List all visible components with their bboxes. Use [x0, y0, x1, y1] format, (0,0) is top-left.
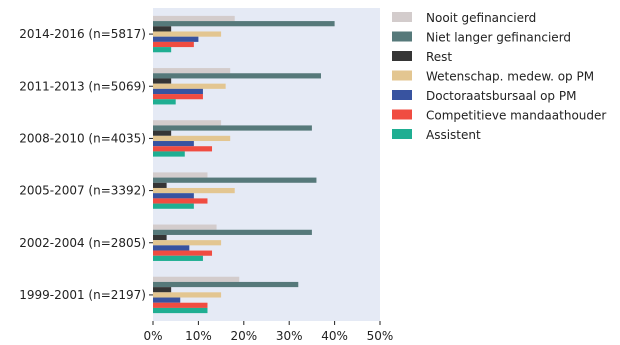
- plot-area-background: [153, 8, 380, 321]
- legend-swatch: [392, 90, 412, 100]
- legend-swatch: [392, 31, 412, 42]
- y-tick-label: 2002-2004 (n=2805): [19, 236, 146, 250]
- bar-1-6: [153, 99, 176, 105]
- bar-0-2: [153, 26, 172, 32]
- bar-0-4: [153, 36, 199, 42]
- legend-label: Niet langer gefinancierd: [426, 31, 571, 45]
- bar-3-6: [153, 203, 194, 209]
- bar-1-2: [153, 78, 172, 84]
- legend-label: Nooit gefinancierd: [426, 11, 536, 25]
- legend-label: Rest: [426, 50, 452, 64]
- bar-4-6: [153, 255, 203, 261]
- x-tick-label: 40%: [321, 329, 348, 343]
- y-tick-label: 2005-2007 (n=3392): [19, 184, 146, 198]
- legend-swatch: [392, 109, 412, 120]
- bar-5-6: [153, 307, 208, 314]
- y-tick-label: 2014-2016 (n=5817): [19, 27, 146, 41]
- bar-5-2: [153, 287, 172, 293]
- bar-1-4: [153, 88, 203, 95]
- bar-5-0: [153, 276, 240, 282]
- bar-3-3: [153, 187, 235, 194]
- x-tick-label: 30%: [276, 329, 303, 343]
- legend-label: Doctoraatsbursaal op PM: [426, 89, 576, 103]
- bar-2-0: [153, 120, 222, 126]
- legend-swatch: [392, 51, 412, 61]
- bar-5-4: [153, 297, 181, 303]
- bar-2-1: [153, 125, 312, 131]
- bar-4-3: [153, 240, 222, 246]
- x-axis: 0% 10% 20% 30% 40% 50%: [143, 321, 393, 343]
- bar-4-5: [153, 250, 213, 256]
- y-tick-label: 2011-2013 (n=5069): [19, 79, 146, 93]
- legend-swatch: [392, 12, 412, 22]
- bar-1-1: [153, 73, 321, 79]
- bar-4-2: [153, 234, 167, 241]
- bar-2-6: [153, 151, 185, 157]
- y-tick-label: 1999-2001 (n=2197): [19, 288, 146, 302]
- x-tick-label: 20%: [230, 329, 257, 343]
- bar-3-0: [153, 172, 208, 178]
- bars-group: [153, 15, 335, 314]
- legend: Nooit gefinancierd Niet langer gefinancie…: [392, 11, 606, 142]
- legend-label: Assistent: [426, 128, 481, 142]
- legend-label: Wetenschap. medew. op PM: [426, 70, 594, 84]
- bar-4-0: [153, 224, 217, 230]
- bar-2-5: [153, 146, 213, 152]
- bar-1-3: [153, 83, 226, 89]
- x-tick-label: 50%: [367, 329, 394, 343]
- bar-5-5: [153, 302, 208, 308]
- legend-swatch: [392, 129, 412, 139]
- bar-2-4: [153, 141, 194, 147]
- bar-1-0: [153, 68, 231, 74]
- bar-0-6: [153, 47, 172, 53]
- legend-label: Competitieve mandaathouder: [426, 109, 606, 123]
- bar-3-1: [153, 177, 317, 183]
- bar-0-3: [153, 31, 222, 37]
- bar-0-5: [153, 41, 194, 48]
- bar-1-5: [153, 94, 203, 100]
- y-tick-label: 2008-2010 (n=4035): [19, 131, 146, 145]
- bar-0-1: [153, 21, 335, 27]
- bar-2-2: [153, 130, 172, 136]
- y-axis: 2014-2016 (n=5817) 2011-2013 (n=5069) 2008…: [19, 27, 153, 302]
- x-tick-label: 10%: [185, 329, 212, 343]
- bar-4-1: [153, 229, 312, 235]
- bar-0-0: [153, 15, 235, 22]
- x-tick-label: 0%: [143, 329, 162, 343]
- bar-3-4: [153, 193, 194, 199]
- bar-3-5: [153, 198, 208, 204]
- legend-swatch: [392, 70, 412, 81]
- bar-4-4: [153, 245, 190, 251]
- bar-2-3: [153, 135, 231, 142]
- bar-3-2: [153, 182, 167, 188]
- bar-5-1: [153, 281, 299, 288]
- bar-5-3: [153, 292, 222, 298]
